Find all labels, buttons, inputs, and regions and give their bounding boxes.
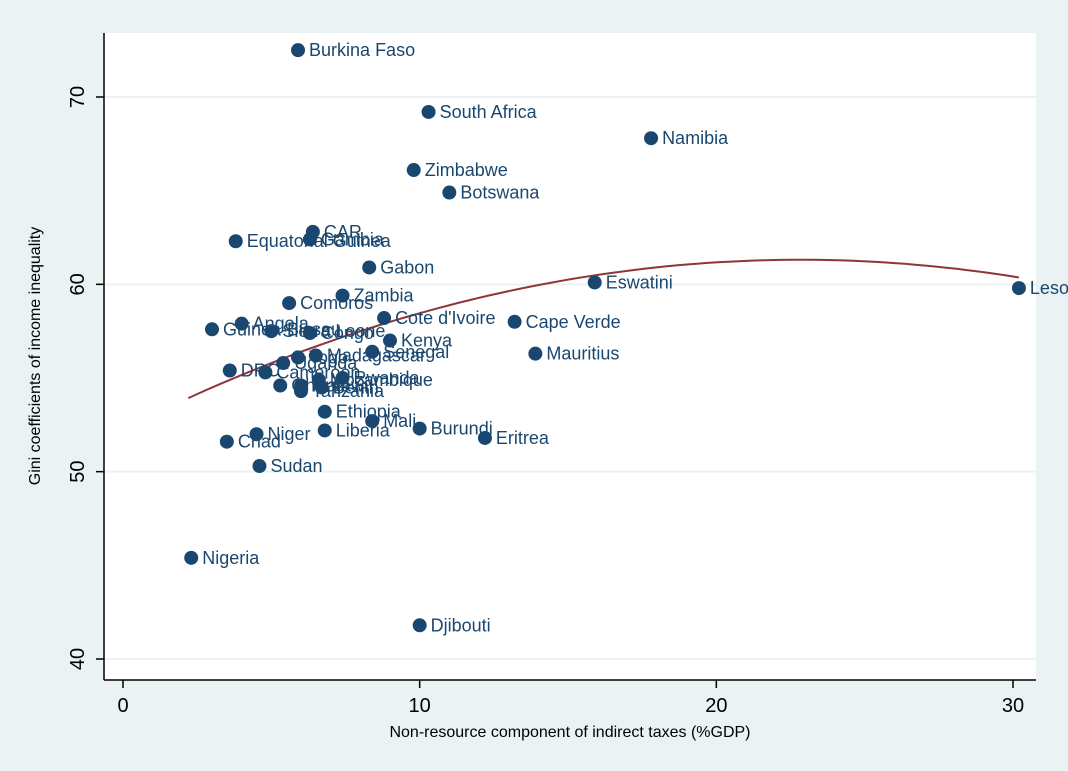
point-label: Benin [333, 377, 379, 397]
point-label: Ethiopia [336, 402, 402, 422]
data-point [302, 326, 317, 341]
point-label: Gambia [321, 229, 385, 249]
data-point [228, 234, 243, 249]
data-point [264, 324, 279, 339]
point-label: Mali [383, 411, 416, 431]
data-point [412, 421, 427, 436]
point-label: Equatorial Guinea [247, 231, 392, 251]
point-label: Namibia [662, 128, 729, 148]
data-point [1011, 281, 1026, 296]
data-point [477, 430, 492, 445]
data-point [294, 384, 308, 399]
data-point [234, 316, 249, 331]
y-tick-label: 40 [67, 648, 89, 670]
data-point [528, 346, 543, 361]
point-label: Togo [309, 347, 348, 367]
point-label: Kenya [401, 331, 453, 351]
point-label: Chad [238, 432, 281, 452]
data-point [421, 104, 436, 119]
point-label: Uganda [294, 353, 358, 373]
y-tick-label: 50 [67, 461, 89, 483]
x-tick-label: 30 [1002, 695, 1024, 717]
point-label: Niger [268, 424, 311, 444]
point-label: Zambia [354, 286, 415, 306]
data-point [314, 380, 329, 395]
data-point [412, 618, 427, 633]
point-label: Lesotho [1030, 278, 1068, 298]
data-point [365, 344, 380, 359]
data-point [252, 459, 267, 474]
data-point [362, 260, 377, 275]
data-point [282, 296, 297, 311]
data-point [587, 275, 602, 290]
data-point [335, 371, 350, 385]
data-point [184, 550, 199, 565]
data-point [442, 185, 457, 200]
point-label: Eswatini [606, 272, 673, 292]
data-point [219, 434, 234, 449]
data-point [291, 43, 306, 58]
point-label: Congo [321, 323, 374, 343]
point-label: Zimbabwe [425, 160, 508, 180]
data-point [276, 356, 291, 371]
point-label: Gabon [380, 257, 434, 277]
point-label: Rwanda [354, 368, 421, 388]
point-label: CAR [324, 222, 362, 242]
data-point [406, 163, 421, 178]
y-tick-label: 70 [67, 86, 89, 108]
data-point [205, 322, 219, 337]
axes: 40 50 60 70 0 10 20 30 [67, 33, 1036, 717]
plot-area [104, 33, 1036, 680]
data-point [302, 232, 317, 247]
y-tick-label: 60 [67, 273, 89, 295]
x-axis-title: Non-resource component of indirect taxes… [389, 724, 750, 741]
data-point [317, 423, 332, 438]
fit-line [187, 258, 1020, 400]
data-point [273, 378, 288, 393]
data-point [308, 348, 323, 363]
data-point [291, 350, 306, 365]
x-tick-label: 20 [705, 695, 727, 717]
data-point [317, 404, 332, 419]
grid-lines [104, 96, 1036, 660]
data-points: Burkina Faso South Africa Namibia Zimbabwe B… [184, 40, 1068, 635]
point-label: Madagascar [327, 346, 426, 366]
point-label: Burundi [431, 419, 493, 439]
data-point [377, 311, 392, 326]
point-label: Nigeria [202, 548, 260, 568]
data-point [365, 414, 380, 429]
point-label: Burkina Faso [309, 40, 415, 60]
fit-line-group [187, 258, 1020, 400]
point-label: Cote d'Ivoire [395, 308, 496, 328]
point-label: Cape Verde [526, 312, 621, 332]
point-label: Mozambique [330, 370, 433, 390]
point-label: Tanzania [312, 381, 385, 401]
point-label: Djibouti [431, 615, 491, 635]
point-label: Eritrea [496, 428, 550, 448]
data-point [222, 363, 237, 378]
x-tick-label: 0 [117, 695, 128, 717]
data-point [258, 365, 273, 380]
data-point [507, 314, 522, 329]
point-label: Liberia [336, 420, 391, 440]
data-point [383, 333, 397, 348]
point-label: Mauritius [546, 344, 619, 364]
point-label: Botswana [460, 183, 540, 203]
y-axis-title: Gini coefficients of income inequality [27, 227, 44, 486]
point-label: South Africa [440, 102, 538, 122]
point-label: Senegal [383, 342, 449, 362]
x-tick-label: 10 [409, 695, 431, 717]
data-point [335, 288, 350, 303]
point-label: Comoros [300, 293, 373, 313]
point-label: Sudan [270, 456, 322, 476]
data-point [644, 131, 659, 146]
data-point [249, 427, 264, 442]
